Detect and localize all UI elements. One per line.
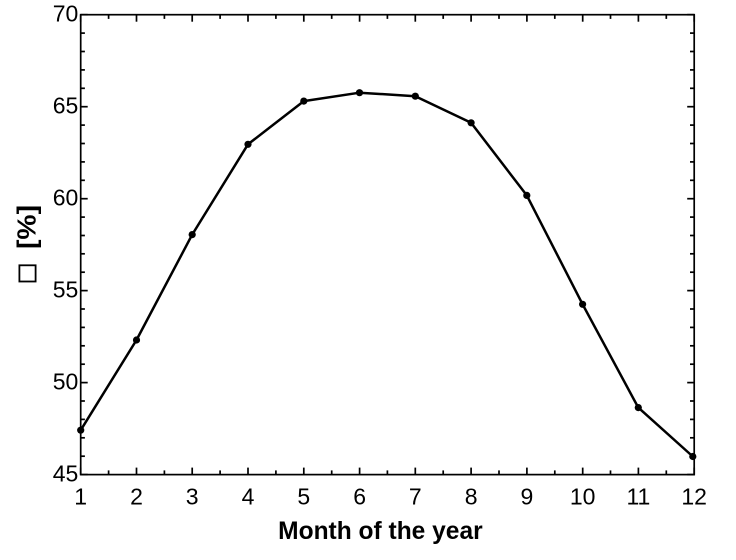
- svg-text:55: 55: [53, 277, 79, 303]
- svg-text:2: 2: [130, 484, 143, 510]
- svg-text:8: 8: [465, 484, 478, 510]
- svg-text:70: 70: [53, 1, 79, 27]
- svg-text:9: 9: [521, 484, 534, 510]
- svg-text:3: 3: [186, 484, 199, 510]
- svg-text:60: 60: [53, 185, 79, 211]
- svg-text:7: 7: [409, 484, 422, 510]
- svg-text:12: 12: [681, 484, 707, 510]
- svg-text:1: 1: [74, 484, 87, 510]
- svg-text:50: 50: [53, 369, 79, 395]
- svg-text:6: 6: [353, 484, 366, 510]
- svg-text:5: 5: [297, 484, 310, 510]
- svg-text:4: 4: [242, 484, 255, 510]
- svg-text:65: 65: [53, 93, 79, 119]
- svg-text:11: 11: [626, 484, 650, 510]
- svg-text:[%]: [%]: [12, 205, 42, 249]
- svg-text:10: 10: [570, 484, 596, 510]
- svg-text:Month of the year: Month of the year: [278, 517, 483, 545]
- svg-text:45: 45: [53, 461, 79, 487]
